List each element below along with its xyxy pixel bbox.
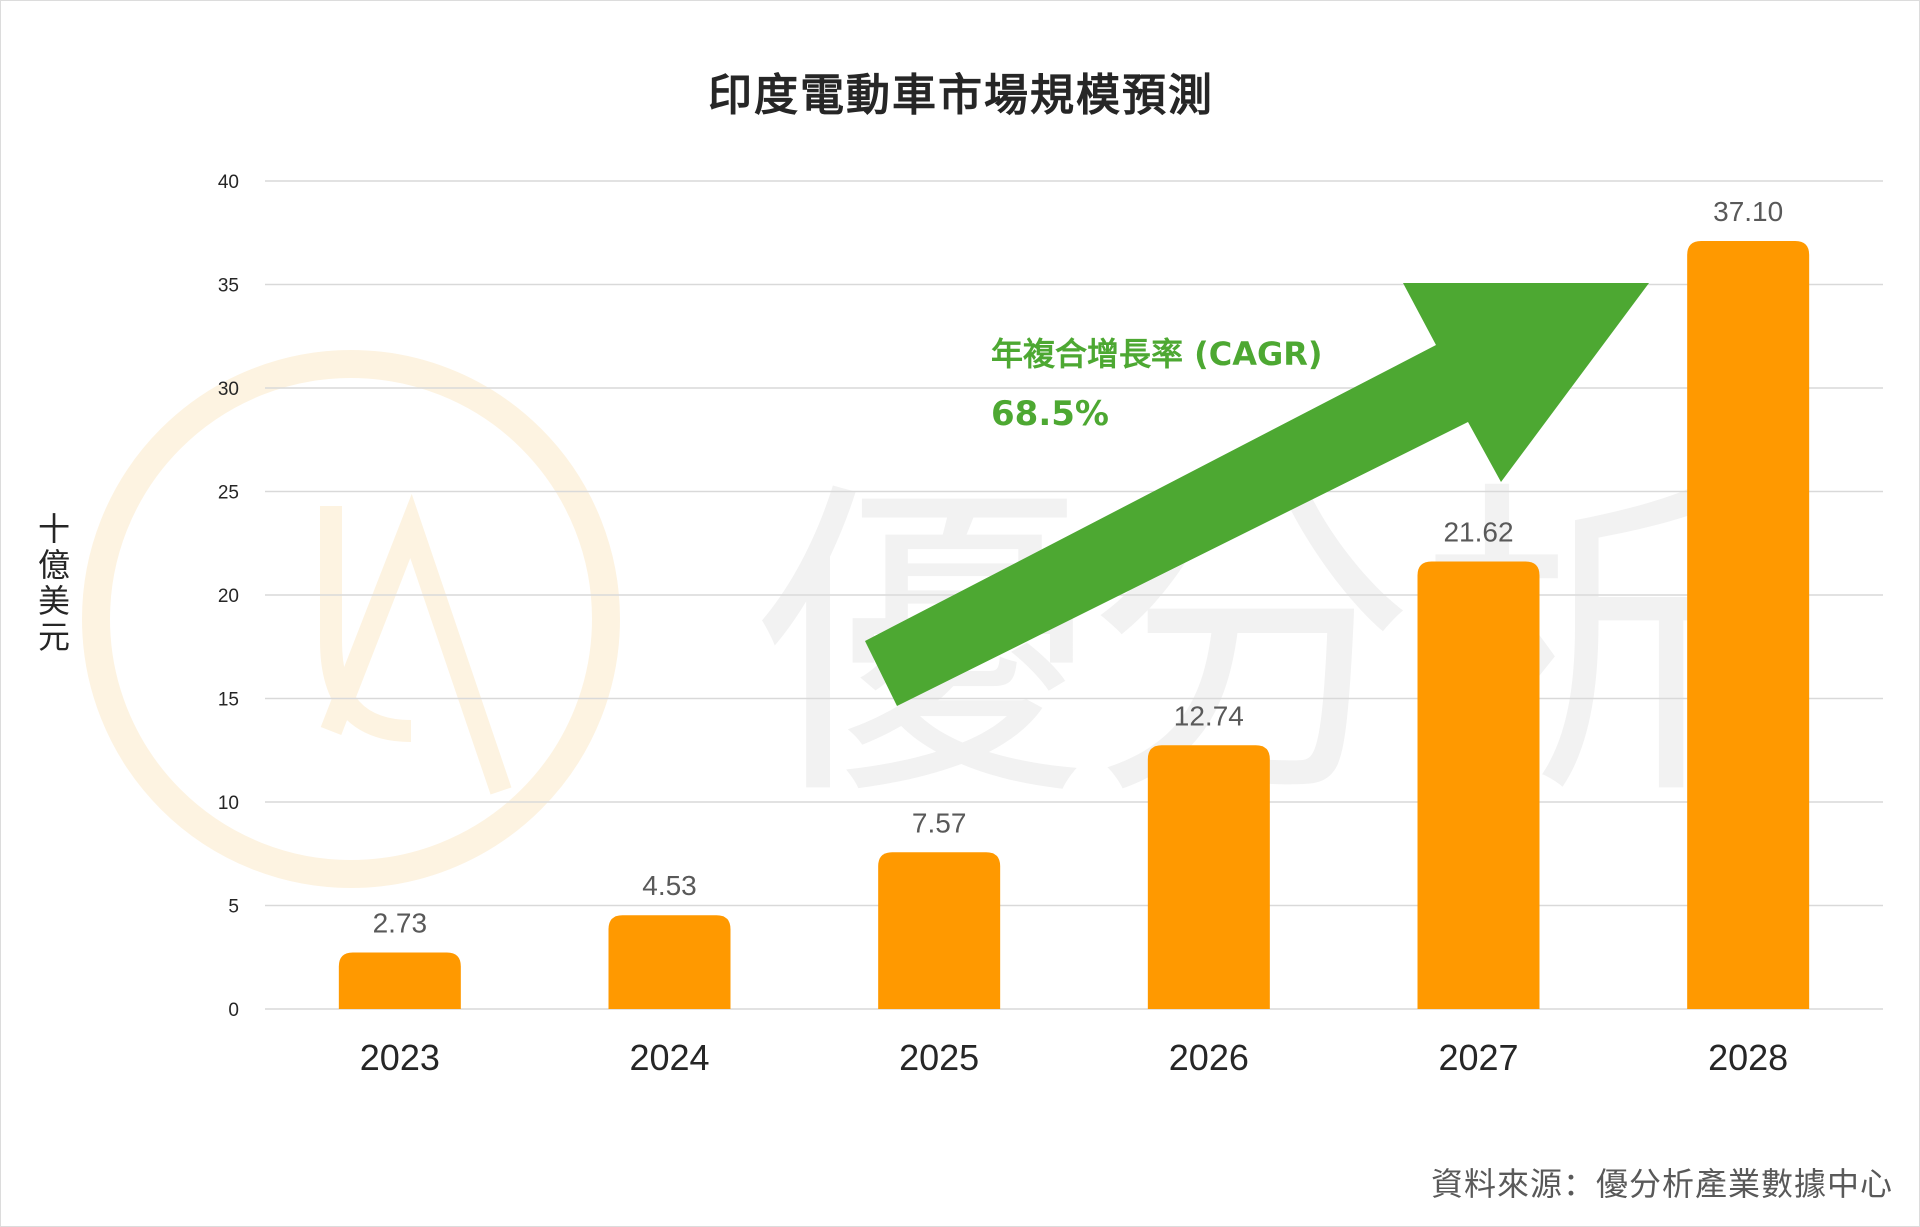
gridlines bbox=[265, 180, 1883, 1010]
data-label-2026: 12.74 bbox=[1174, 700, 1244, 731]
data-label-2028: 37.10 bbox=[1713, 196, 1783, 227]
bar-2026 bbox=[1147, 745, 1270, 1009]
y-tick-label: 10 bbox=[218, 793, 239, 814]
x-tick-label: 2024 bbox=[629, 1037, 709, 1078]
y-axis-ticks: 0 5 10 15 20 25 30 35 40 bbox=[218, 172, 239, 1021]
cagr-value: 68.5% bbox=[991, 394, 1109, 434]
cagr-label: 年複合增長率 (CAGR) bbox=[991, 335, 1323, 373]
growth-arrow-icon bbox=[865, 283, 1649, 706]
bar-2028 bbox=[1687, 241, 1810, 1009]
x-axis-ticks: 2023 2024 2025 2026 2027 2028 bbox=[360, 1037, 1788, 1078]
bar-2024 bbox=[608, 915, 731, 1009]
y-tick-label: 30 bbox=[218, 379, 239, 400]
cagr-annotation: 年複合增長率 (CAGR) 68.5% bbox=[865, 283, 1649, 706]
bars bbox=[338, 241, 1810, 1009]
x-tick-label: 2027 bbox=[1438, 1037, 1518, 1078]
y-tick-label: 0 bbox=[228, 1000, 239, 1021]
y-tick-label: 40 bbox=[218, 172, 239, 193]
bar-2027 bbox=[1417, 561, 1540, 1009]
y-tick-label: 5 bbox=[228, 897, 239, 918]
x-tick-label: 2028 bbox=[1708, 1037, 1788, 1078]
x-tick-label: 2023 bbox=[360, 1037, 440, 1078]
data-label-2027: 21.62 bbox=[1443, 516, 1513, 547]
data-label-2023: 2.73 bbox=[373, 907, 428, 938]
data-label-2025: 7.57 bbox=[912, 807, 967, 838]
y-tick-label: 15 bbox=[218, 690, 239, 711]
bar-2025 bbox=[878, 852, 1001, 1009]
watermark-logo-a bbox=[320, 493, 512, 795]
x-tick-label: 2025 bbox=[899, 1037, 979, 1078]
x-tick-label: 2026 bbox=[1169, 1037, 1249, 1078]
bar-2023 bbox=[338, 952, 461, 1009]
y-axis-title: 十億美元 bbox=[37, 510, 70, 656]
source-note: 資料來源：優分析產業數據中心 bbox=[1430, 1165, 1893, 1203]
watermark-logo-ring bbox=[82, 350, 620, 888]
data-labels: 2.73 4.53 7.57 12.74 21.62 37.10 bbox=[373, 196, 1784, 938]
chart-title: 印度電動車市場規模預測 bbox=[708, 70, 1214, 121]
y-tick-label: 25 bbox=[218, 483, 239, 504]
y-tick-label: 35 bbox=[218, 276, 239, 297]
data-label-2024: 4.53 bbox=[642, 870, 697, 901]
y-tick-label: 20 bbox=[218, 586, 239, 607]
